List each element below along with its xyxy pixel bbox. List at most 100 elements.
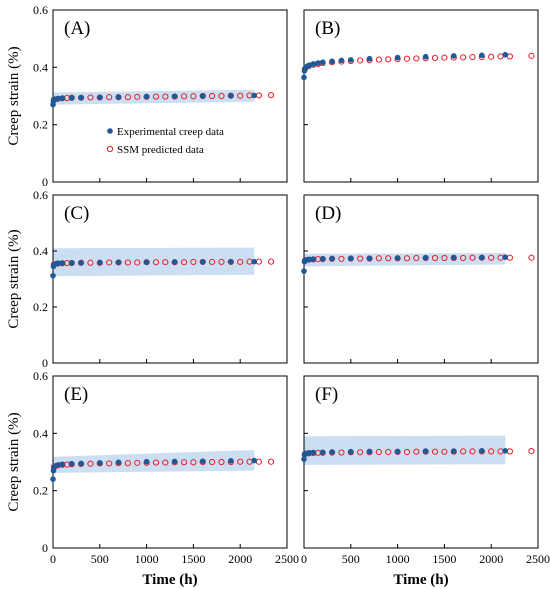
predicted-point xyxy=(87,460,94,467)
predicted-point xyxy=(488,254,495,261)
legend-experimental-label: Experimental creep data xyxy=(117,126,224,138)
experimental-point xyxy=(348,448,354,455)
predicted-point xyxy=(357,449,364,456)
predicted-point xyxy=(218,92,225,100)
x-tick-label: 2500 xyxy=(526,552,550,566)
predicted-point xyxy=(528,254,535,261)
experimental-point xyxy=(502,51,509,58)
x-axis-title: Time (h) xyxy=(393,572,448,588)
predicted-point xyxy=(180,259,188,266)
experimental-point xyxy=(78,460,84,467)
experimental-point xyxy=(68,95,75,101)
y-axis-title: Creep strain (%) xyxy=(6,412,22,511)
plot-frame xyxy=(303,194,539,364)
predicted-point xyxy=(469,53,476,61)
experimental-point xyxy=(479,52,485,59)
predicted-point xyxy=(469,254,476,261)
experimental-point xyxy=(310,61,317,67)
experimental-point xyxy=(251,92,258,99)
predicted-point xyxy=(267,458,275,465)
predicted-point xyxy=(431,254,439,262)
x-axis-title: Time (h) xyxy=(142,572,197,588)
x-tick-label: 2500 xyxy=(275,552,299,566)
predicted-point xyxy=(488,53,495,60)
predicted-point xyxy=(162,459,169,466)
predicted-point xyxy=(357,255,364,262)
predicted-point xyxy=(441,254,448,262)
predicted-point xyxy=(124,460,131,467)
experimental-point xyxy=(394,54,401,61)
predicted-point xyxy=(124,259,131,266)
predicted-point xyxy=(375,255,382,262)
panel-c: 0 0.2 0.4 0.6 (C) Creep strain (%) xyxy=(6,188,288,370)
experimental-point xyxy=(115,259,122,266)
experimental-point xyxy=(143,93,150,100)
predicted-point xyxy=(460,254,467,262)
x-tick-label: 0 xyxy=(50,552,56,566)
panel-b: (B) xyxy=(301,9,539,183)
predicted-point xyxy=(413,254,420,262)
predicted-point xyxy=(180,459,188,466)
plot-frame xyxy=(52,375,288,549)
predicted-point xyxy=(134,259,141,266)
y-axis-title: Creep strain (%) xyxy=(6,229,22,328)
experimental-point xyxy=(115,94,122,100)
y-tick-label: 0 xyxy=(42,541,48,555)
predicted-point xyxy=(375,56,382,63)
predicted-point xyxy=(528,448,535,455)
predicted-point xyxy=(403,55,411,62)
predicted-point xyxy=(506,53,514,60)
predicted-point xyxy=(403,448,411,456)
predicted-point xyxy=(497,53,504,60)
predicted-point xyxy=(255,458,263,465)
panel-label: (D) xyxy=(315,203,341,224)
experimental-point xyxy=(199,458,206,464)
plot-frame xyxy=(52,194,288,364)
predicted-point xyxy=(375,448,382,456)
predicted-point xyxy=(106,94,113,101)
experimental-point xyxy=(348,57,354,63)
experimental-point xyxy=(422,53,429,60)
predicted-point xyxy=(506,448,514,455)
y-tick-label: 0.2 xyxy=(33,484,48,498)
predicted-point xyxy=(338,449,345,456)
experimental-point xyxy=(228,458,234,464)
y-tick-label: 0.2 xyxy=(33,118,48,132)
panel-label: (E) xyxy=(64,384,88,405)
predicted-point xyxy=(180,93,188,100)
experimental-point xyxy=(319,256,326,262)
experimental-point xyxy=(422,254,429,261)
predicted-point xyxy=(528,52,535,59)
panel-label: (A) xyxy=(64,18,90,39)
experimental-point xyxy=(228,92,234,99)
predicted-point xyxy=(255,258,263,265)
panel-f: 0 500 1000 1500 2000 2500 (F) Time (h) xyxy=(301,375,550,588)
predicted-point xyxy=(385,255,392,262)
predicted-point xyxy=(441,54,448,61)
experimental-point xyxy=(251,258,258,265)
predicted-point xyxy=(209,258,216,266)
experimental-point xyxy=(366,255,373,262)
y-tick-label: 0 xyxy=(42,175,48,189)
predicted-point xyxy=(413,448,420,455)
experimental-point xyxy=(450,254,457,261)
experimental-point xyxy=(422,448,429,454)
predicted-point xyxy=(106,259,113,266)
experimental-point xyxy=(479,448,485,454)
predicted-point xyxy=(441,448,448,455)
predicted-point xyxy=(152,259,160,266)
experimental-point xyxy=(319,59,326,65)
predicted-point xyxy=(152,93,160,100)
experimental-point xyxy=(450,53,457,59)
predicted-point xyxy=(237,458,244,465)
predicted-point xyxy=(209,458,216,466)
panel-a: 0 0.2 0.4 0.6 (A) Experimental creep data SSM … xyxy=(6,3,288,189)
panel-e: 0 0.2 0.4 0.6 0 500 1000 1500 2000 2500 (E) Creep s… xyxy=(6,369,299,588)
experimental-point xyxy=(329,255,335,262)
y-tick-label: 0.4 xyxy=(33,60,48,74)
panel-label: (C) xyxy=(64,203,89,224)
experimental-point xyxy=(301,456,307,462)
experimental-point xyxy=(78,259,84,266)
panel-label: (B) xyxy=(315,18,340,39)
experimental-point xyxy=(366,448,373,455)
